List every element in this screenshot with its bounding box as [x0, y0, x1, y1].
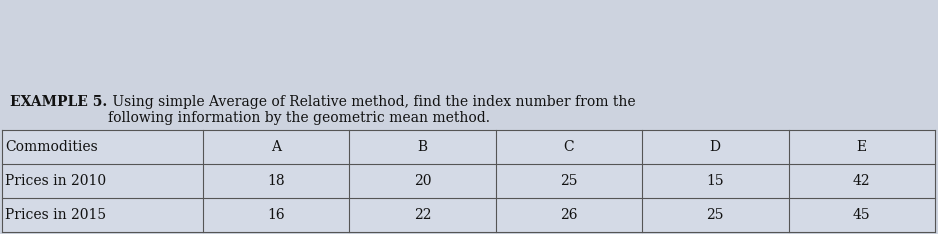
Text: B: B — [417, 140, 428, 154]
Text: 42: 42 — [853, 174, 870, 188]
Text: E: E — [856, 140, 867, 154]
Text: 25: 25 — [560, 174, 578, 188]
Text: Prices in 2010: Prices in 2010 — [5, 174, 106, 188]
Text: Prices in 2015: Prices in 2015 — [5, 208, 106, 222]
Bar — [642, 164, 789, 198]
Text: 25: 25 — [706, 208, 724, 222]
Bar — [2, 164, 203, 198]
Bar — [349, 164, 495, 198]
Bar — [495, 164, 642, 198]
Bar — [642, 130, 789, 164]
Bar — [789, 198, 935, 232]
Bar — [349, 130, 495, 164]
Bar — [203, 198, 349, 232]
Bar — [495, 198, 642, 232]
Text: 16: 16 — [267, 208, 284, 222]
Text: 22: 22 — [414, 208, 431, 222]
Bar — [642, 198, 789, 232]
Text: 15: 15 — [706, 174, 724, 188]
Bar — [789, 164, 935, 198]
Text: C: C — [564, 140, 574, 154]
Text: EXAMPLE 5.: EXAMPLE 5. — [10, 95, 107, 109]
Bar — [495, 130, 642, 164]
Text: 20: 20 — [414, 174, 431, 188]
Text: Using simple Average of Relative method, find the index number from the
followin: Using simple Average of Relative method,… — [108, 95, 636, 125]
Bar — [789, 130, 935, 164]
Text: 26: 26 — [560, 208, 578, 222]
Bar — [203, 130, 349, 164]
Text: Commodities: Commodities — [5, 140, 98, 154]
Text: A: A — [271, 140, 280, 154]
Bar — [2, 198, 203, 232]
Text: D: D — [710, 140, 720, 154]
Bar — [203, 164, 349, 198]
Bar — [349, 198, 495, 232]
Text: 18: 18 — [267, 174, 284, 188]
Text: 45: 45 — [853, 208, 870, 222]
Bar — [2, 130, 203, 164]
